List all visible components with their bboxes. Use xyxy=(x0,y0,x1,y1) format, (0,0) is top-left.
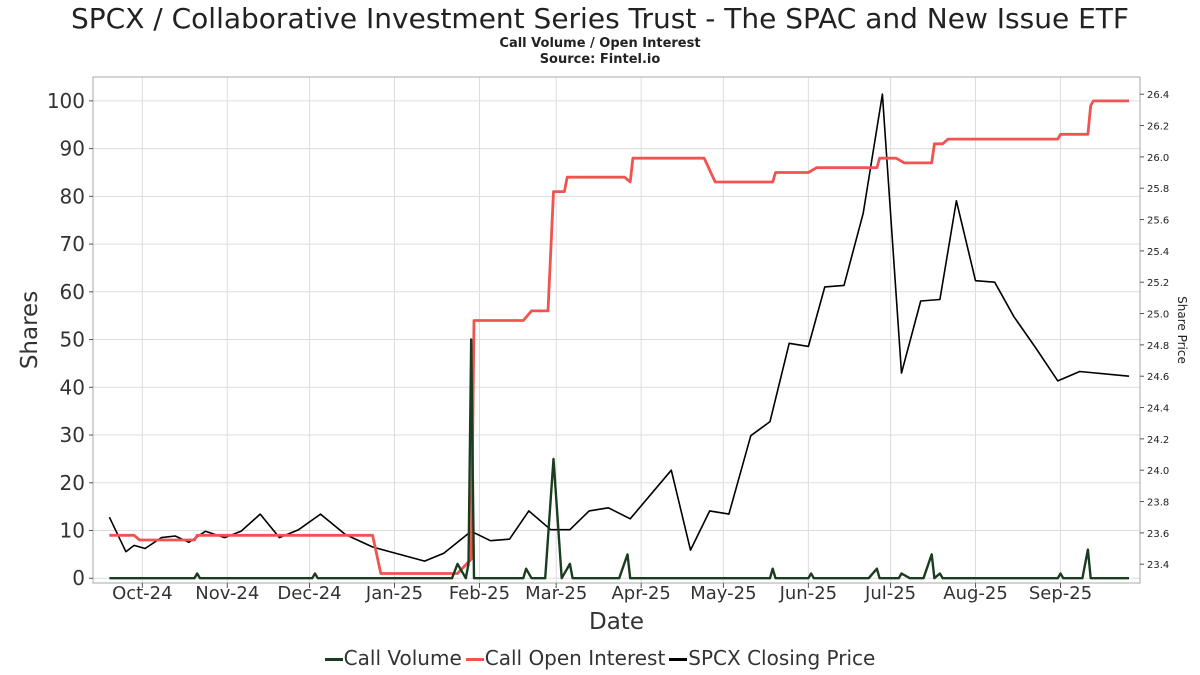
y2-tick-label: 24.2 xyxy=(1147,435,1169,446)
legend-swatch-closing-price xyxy=(669,658,688,661)
y2-tick-label: 26.4 xyxy=(1147,90,1169,101)
legend-label-closing-price: SPCX Closing Price xyxy=(688,646,876,670)
series-line-call-open-interest xyxy=(109,99,1129,575)
y2-tick-label: 25.0 xyxy=(1147,310,1169,321)
x-tick-label: Sep-25 xyxy=(1029,583,1092,604)
y-tick-label: 80 xyxy=(60,184,85,208)
x-tick-label: Jun-25 xyxy=(779,583,838,604)
y2-tick-label: 23.8 xyxy=(1147,498,1169,509)
chart-subtitle: Call Volume / Open Interest xyxy=(499,36,701,51)
chart-source: Source: Fintel.io xyxy=(539,52,661,67)
y-tick-label: 0 xyxy=(72,566,85,590)
x-tick-label: Nov-24 xyxy=(195,583,259,604)
y-tick-label: 100 xyxy=(47,89,85,113)
y2-tick-label: 26.0 xyxy=(1147,153,1169,164)
legend: Call Volume Call Open Interest SPCX Closin… xyxy=(0,646,1200,670)
y2-tick-label: 24.4 xyxy=(1147,404,1169,415)
y-tick-label: 60 xyxy=(60,280,85,304)
y2-tick-label: 23.4 xyxy=(1147,560,1169,571)
y-tick-label: 70 xyxy=(60,232,85,256)
y-tick-label: 20 xyxy=(60,471,85,495)
x-tick-label: May-25 xyxy=(690,583,756,604)
x-tick-label: Jan-25 xyxy=(365,583,423,604)
y2-tick-label: 25.6 xyxy=(1147,216,1169,227)
chart-svg: 0 10 20 30 40 50 60 70 80 90 100 23.4 23.6 23.8 24.0 24… xyxy=(17,76,1189,635)
y2-tick-label: 26.2 xyxy=(1147,122,1169,133)
y2-tick-label: 24.0 xyxy=(1147,466,1169,477)
x-tick-label: Apr-25 xyxy=(611,583,670,604)
x-tick-label: Dec-24 xyxy=(277,583,341,604)
y-tick-label: 50 xyxy=(60,328,85,352)
y2-tick-label: 24.6 xyxy=(1147,372,1169,383)
x-tick-label: Mar-25 xyxy=(525,583,587,604)
plot-area xyxy=(93,77,1140,583)
legend-label-call-volume: Call Volume xyxy=(343,646,462,670)
chart-title: SPCX / Collaborative Investment Series T… xyxy=(71,2,1129,35)
x-tick-label: Aug-25 xyxy=(943,583,1008,604)
y-tick-label: 40 xyxy=(60,375,85,399)
y2-tick-label: 25.4 xyxy=(1147,247,1169,258)
legend-item-closing-price: SPCX Closing Price xyxy=(669,646,875,670)
y-axis-label: Shares xyxy=(17,291,43,369)
legend-label-call-open-interest: Call Open Interest xyxy=(484,646,666,670)
x-tick-label: Oct-24 xyxy=(112,583,173,604)
plot-border xyxy=(92,76,1141,584)
legend-swatch-call-volume xyxy=(324,658,343,661)
y-tick-label: 10 xyxy=(60,518,85,542)
x-tick-label: Jul-25 xyxy=(864,583,916,604)
y2-tick-label: 25.8 xyxy=(1147,184,1169,195)
y-tick-label: 90 xyxy=(60,137,85,161)
y2-tick-label: 24.8 xyxy=(1147,341,1169,352)
legend-swatch-call-open-interest xyxy=(465,658,484,661)
y-tick-label: 30 xyxy=(60,423,85,447)
legend-item-call-open-interest: Call Open Interest xyxy=(465,646,666,670)
legend-item-call-volume: Call Volume xyxy=(324,646,462,670)
series-line-call-volume xyxy=(109,338,1129,580)
x-tick-label: Feb-25 xyxy=(449,583,510,604)
y2-tick-label: 23.6 xyxy=(1147,529,1169,540)
y2-axis-label: Share Price xyxy=(1175,296,1189,364)
x-axis-label: Date xyxy=(589,609,644,635)
y2-tick-label: 25.2 xyxy=(1147,278,1169,289)
